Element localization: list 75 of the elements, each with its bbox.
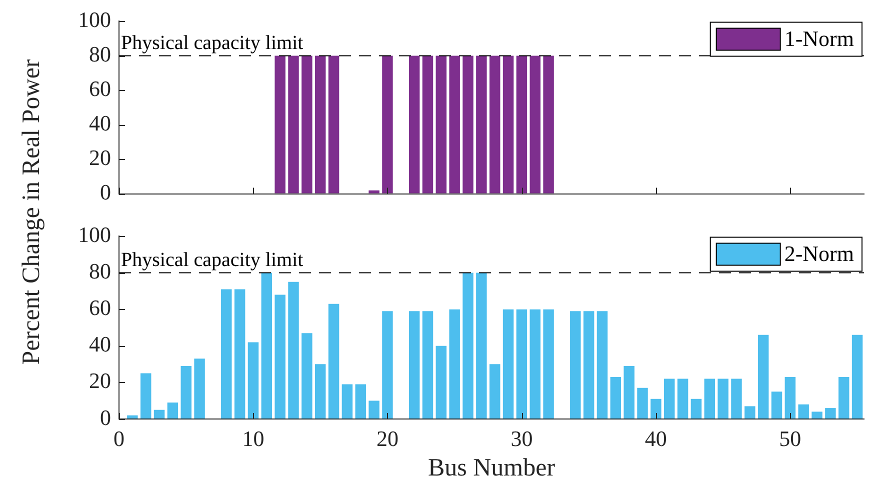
x-tick-label: 30 <box>510 426 533 451</box>
bar <box>234 289 246 418</box>
bar <box>758 334 769 418</box>
bar <box>798 404 809 418</box>
y-tick-label: 60 <box>89 295 111 320</box>
x-tick-label: 50 <box>779 426 802 451</box>
bar <box>624 366 634 418</box>
legend-label: 2-Norm <box>784 240 854 266</box>
bar <box>154 410 165 418</box>
y-axis-title: Percent Change in Real Power <box>18 59 46 365</box>
bar <box>812 412 822 418</box>
bar <box>744 406 756 418</box>
bar <box>261 272 272 418</box>
bar <box>690 398 702 418</box>
bar <box>302 333 312 418</box>
bar <box>610 376 622 418</box>
bar <box>596 311 608 418</box>
bar <box>167 402 178 418</box>
bar <box>449 309 460 418</box>
bar <box>127 415 138 418</box>
bar <box>677 378 688 418</box>
bar <box>502 309 514 418</box>
y-tick-label: 0 <box>100 180 111 205</box>
y-tick-label: 100 <box>78 6 111 32</box>
bar <box>489 364 500 418</box>
y-tick-label: 100 <box>78 222 111 247</box>
bar <box>274 294 286 418</box>
bar <box>288 282 299 418</box>
bar <box>731 378 742 418</box>
bar <box>314 364 326 418</box>
bar <box>422 311 434 418</box>
bar <box>825 408 836 418</box>
bar <box>784 376 796 418</box>
y-tick-label: 40 <box>89 332 111 357</box>
bar <box>476 272 487 418</box>
bar <box>382 311 393 418</box>
bar <box>180 366 192 418</box>
y-tick-label: 80 <box>89 258 111 284</box>
ref-line-label: Physical capacity limit <box>121 249 304 272</box>
y-tick-label: 80 <box>89 42 111 66</box>
y-tick-label: 20 <box>89 145 111 170</box>
bar <box>368 400 380 418</box>
x-tick-label: 10 <box>242 426 264 451</box>
x-tick-label: 20 <box>376 426 398 451</box>
bar <box>462 272 474 418</box>
bar <box>436 346 447 418</box>
x-axis-title: Bus Number <box>428 454 556 482</box>
bar <box>637 388 648 418</box>
bar <box>328 304 340 418</box>
y-tick-label: 20 <box>89 368 111 394</box>
bar <box>838 376 850 418</box>
x-tick-label: 40 <box>644 426 667 451</box>
legend-label: 1-Norm <box>784 26 854 51</box>
bar <box>664 378 675 418</box>
bar <box>530 309 540 418</box>
y-tick-label: 0 <box>100 404 111 430</box>
bar <box>194 358 205 418</box>
bar <box>583 311 594 418</box>
bar <box>718 378 728 418</box>
bar <box>543 309 554 418</box>
y-tick-label: 40 <box>89 110 111 136</box>
bar <box>852 334 863 418</box>
bar <box>342 384 353 418</box>
bar <box>704 378 715 418</box>
bar <box>516 309 528 418</box>
bar <box>408 311 420 418</box>
bar <box>650 398 662 418</box>
y-tick-label: 60 <box>89 76 111 102</box>
bar <box>570 311 581 418</box>
bar <box>140 373 152 418</box>
ref-line-label: Physical capacity limit <box>121 32 304 54</box>
bar <box>221 289 232 418</box>
bar <box>248 342 259 418</box>
bar <box>771 392 782 418</box>
bar <box>355 384 366 418</box>
